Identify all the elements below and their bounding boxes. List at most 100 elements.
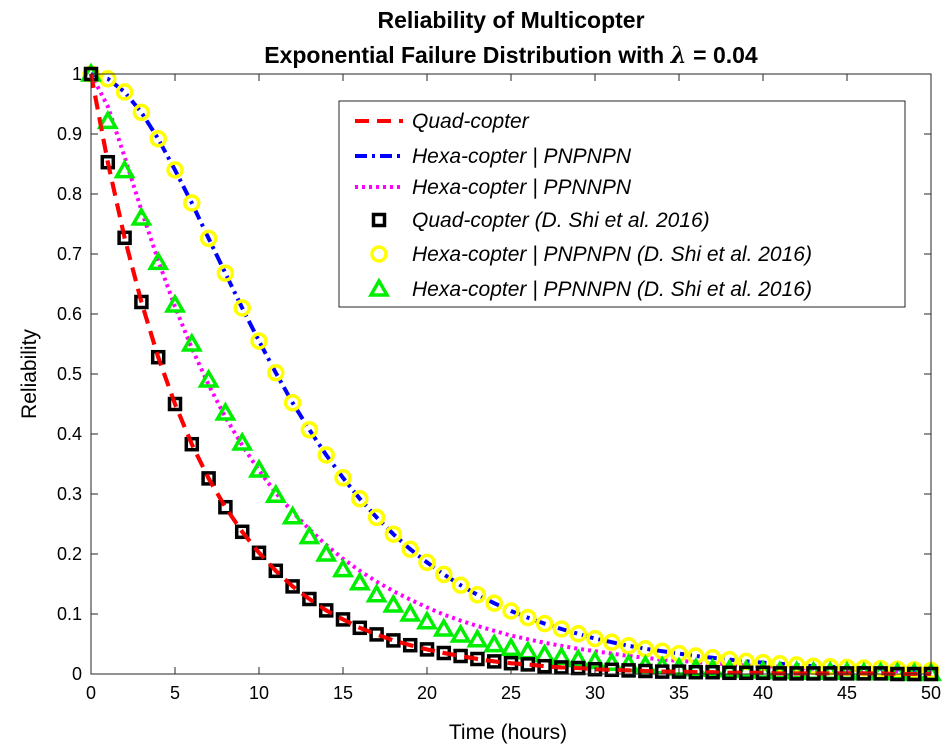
data-point bbox=[567, 648, 590, 668]
data-point bbox=[180, 332, 203, 352]
y-tick-label: 0.1 bbox=[57, 604, 82, 624]
legend-swatch bbox=[371, 212, 387, 228]
legend-item-5: Hexa-copter | PPNNPN (D. Shi et al. 2016… bbox=[367, 277, 812, 301]
y-tick-label: 0.2 bbox=[57, 544, 82, 564]
chart-title-lambda: λ bbox=[670, 42, 687, 69]
data-point bbox=[298, 525, 321, 545]
y-tick-label: 0.5 bbox=[57, 364, 82, 384]
data-point bbox=[214, 401, 237, 421]
data-point bbox=[199, 229, 218, 248]
data-point bbox=[251, 545, 267, 561]
y-tick-label: 0.8 bbox=[57, 184, 82, 204]
legend-label: Hexa-copter | PPNNPN bbox=[412, 176, 632, 199]
data-point bbox=[418, 553, 436, 572]
chart-title-line1: Reliability of Multicopter bbox=[377, 7, 644, 33]
data-point bbox=[351, 490, 369, 508]
data-point bbox=[365, 583, 388, 603]
legend-label: Quad-copter (D. Shi et al. 2016) bbox=[412, 209, 710, 232]
data-point bbox=[264, 483, 287, 503]
data-point bbox=[267, 364, 285, 382]
data-point bbox=[216, 264, 235, 282]
data-point bbox=[201, 471, 216, 486]
data-point bbox=[331, 558, 355, 578]
legend-box bbox=[338, 100, 906, 308]
data-point bbox=[483, 633, 506, 653]
x-tick-label: 10 bbox=[249, 683, 269, 703]
legend-item-4: Hexa-copter | PNPNPN (D. Shi et al. 2016… bbox=[370, 243, 812, 266]
legend-item-0: Quad-copter bbox=[355, 110, 530, 133]
y-tick-label: 0.4 bbox=[57, 424, 82, 444]
data-point bbox=[285, 579, 300, 594]
data-point bbox=[281, 505, 304, 525]
x-tick-label: 15 bbox=[333, 683, 353, 703]
y-tick-label: 1 bbox=[72, 64, 82, 84]
y-tick-label: 0.3 bbox=[57, 484, 82, 504]
legend-label: Hexa-copter | PPNNPN (D. Shi et al. 2016… bbox=[412, 278, 812, 301]
legend-label: Hexa-copter | PNPNPN (D. Shi et al. 2016… bbox=[412, 243, 812, 266]
data-point bbox=[318, 603, 334, 618]
data-point bbox=[384, 525, 403, 543]
chart-title-line2: Exponential Failure Distribution with λ … bbox=[264, 42, 758, 69]
x-tick-label: 40 bbox=[753, 683, 773, 703]
data-point bbox=[703, 649, 722, 667]
data-point bbox=[233, 299, 251, 317]
x-tick-label: 30 bbox=[585, 683, 605, 703]
data-point bbox=[451, 576, 470, 594]
data-point bbox=[449, 623, 472, 643]
legend-swatch bbox=[367, 277, 391, 297]
y-tick-label: 0 bbox=[72, 664, 82, 684]
chart-title-line2-suffix: = 0.04 bbox=[687, 42, 758, 68]
series-markers-4 bbox=[82, 65, 940, 680]
x-tick-label: 5 bbox=[170, 683, 180, 703]
data-point bbox=[569, 625, 587, 643]
legend-swatch bbox=[370, 245, 388, 263]
y-axis-label: Reliability bbox=[18, 329, 41, 419]
data-point bbox=[401, 540, 419, 558]
data-point bbox=[519, 608, 537, 627]
axis-ticks: 0 5 10 15 20 25 30 35 40 45 50 0 0.1 0.2 0.3 0.4 0.5 0.6 0… bbox=[57, 64, 941, 703]
data-point bbox=[415, 610, 439, 630]
data-point bbox=[352, 620, 368, 636]
series-line-overlay-0 bbox=[89, 73, 931, 676]
data-point bbox=[218, 499, 233, 515]
data-point bbox=[113, 159, 136, 179]
x-tick-label: 0 bbox=[86, 683, 96, 703]
x-tick-label: 20 bbox=[417, 683, 437, 703]
x-tick-label: 25 bbox=[501, 683, 521, 703]
data-point bbox=[183, 194, 201, 212]
data-point bbox=[435, 565, 453, 584]
data-point bbox=[147, 250, 170, 271]
data-point bbox=[317, 446, 335, 464]
data-point bbox=[163, 293, 187, 313]
data-point bbox=[466, 628, 489, 648]
data-point bbox=[99, 70, 117, 88]
y-tick-label: 0.9 bbox=[57, 124, 82, 144]
data-point bbox=[268, 563, 284, 579]
legend-label: Quad-copter bbox=[412, 110, 530, 133]
data-point bbox=[283, 394, 302, 412]
series-markers bbox=[79, 62, 943, 682]
y-tick-label: 0.7 bbox=[57, 244, 82, 264]
data-point bbox=[502, 602, 520, 620]
data-point bbox=[468, 586, 487, 604]
chart-title-line2-prefix: Exponential Failure Distribution with bbox=[264, 42, 670, 68]
data-point bbox=[231, 431, 254, 451]
data-point bbox=[184, 436, 200, 452]
x-axis-label: Time (hours) bbox=[449, 721, 567, 744]
x-tick-label: 50 bbox=[921, 683, 941, 703]
data-point bbox=[300, 421, 319, 439]
legend-label: Hexa-copter | PNPNPN bbox=[412, 145, 632, 168]
data-point bbox=[348, 571, 371, 591]
data-point bbox=[96, 109, 119, 130]
data-point bbox=[335, 612, 351, 627]
x-tick-label: 35 bbox=[669, 683, 689, 703]
data-point bbox=[250, 332, 268, 350]
x-tick-label: 45 bbox=[837, 683, 857, 703]
legend-item-3: Quad-copter (D. Shi et al. 2016) bbox=[371, 209, 710, 232]
data-point bbox=[432, 617, 455, 637]
data-point bbox=[334, 469, 352, 487]
y-tick-label: 0.6 bbox=[57, 304, 82, 324]
data-point bbox=[586, 629, 604, 648]
data-point bbox=[399, 602, 422, 622]
